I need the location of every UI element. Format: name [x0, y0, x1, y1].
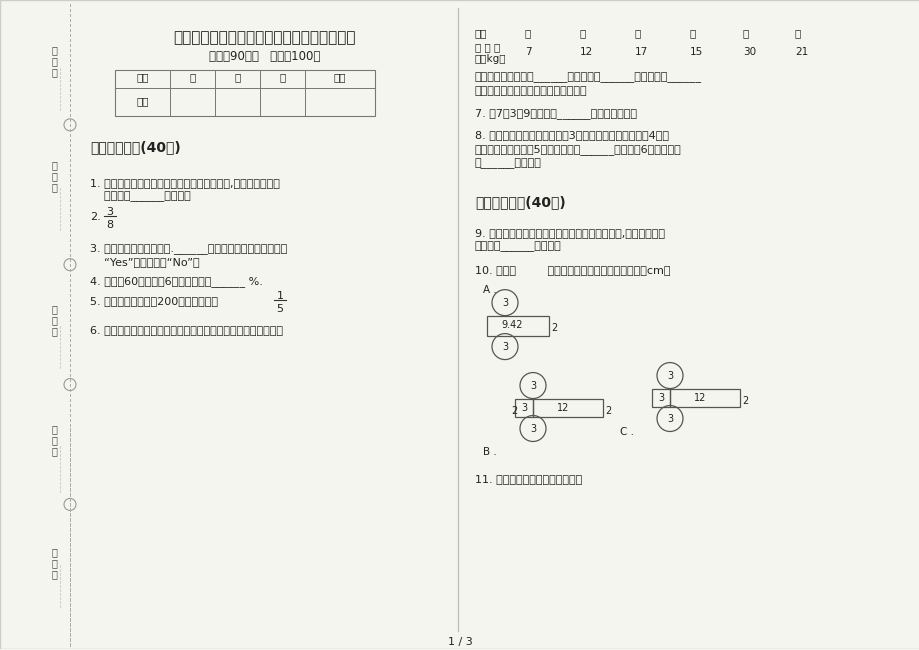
Text: 三: 三 [279, 72, 285, 82]
Bar [532, 398, 602, 417]
Text: 7. 用7，3，9可以摧出______个不同的三位数: 7. 用7，3，9可以摧出______个不同的三位数 [474, 108, 636, 119]
Text: 年级: 年级 [474, 28, 487, 38]
Text: 3: 3 [502, 298, 507, 307]
Text: 12: 12 [556, 402, 569, 413]
Text: 8: 8 [107, 220, 113, 229]
Text: 5: 5 [277, 304, 283, 314]
Text: 9.42: 9.42 [501, 320, 522, 330]
Circle shape [64, 119, 76, 131]
Text: 号: 号 [51, 56, 57, 66]
Text: 30: 30 [743, 47, 755, 57]
Text: 班: 班 [51, 424, 57, 434]
Text: 4. 某班有60人，缺席6人，出勤率是______ %.: 4. 某班有60人，缺席6人，出勤率是______ %. [90, 276, 263, 287]
Text: 四: 四 [689, 28, 696, 38]
Text: 3: 3 [657, 393, 664, 402]
Text: A .: A . [482, 285, 496, 294]
Text: ：: ： [51, 67, 57, 77]
Text: 7: 7 [525, 47, 531, 57]
Bar [669, 389, 739, 406]
Text: 11. 小刈和小强赛跑情况如下图。: 11. 小刈和小强赛跑情况如下图。 [474, 474, 582, 484]
Text: 三: 三 [634, 28, 641, 38]
Text: 可以连成六条线段，5个点可以连成______条线段，6个点可以连: 可以连成六条线段，5个点可以连成______条线段，6个点可以连 [474, 144, 681, 155]
Text: 一: 一 [189, 72, 196, 82]
Text: 2: 2 [550, 322, 557, 333]
Text: 1. 从直线外一点到这条直线可以画无数条线段,其中最短的是和: 1. 从直线外一点到这条直线可以画无数条线段,其中最短的是和 [90, 178, 279, 188]
Text: 6. 某小学全体同学参加公益劳动，各年级捡白色垃圾情况如下表: 6. 某小学全体同学参加公益劳动，各年级捡白色垃圾情况如下表 [90, 324, 283, 335]
Text: 这组数据的平均数是______，中位数是______，我认为用______: 这组数据的平均数是______，中位数是______，我认为用______ [474, 72, 701, 83]
Text: 一: 一 [525, 28, 530, 38]
Text: 这条直线______的线段。: 这条直线______的线段。 [90, 192, 190, 203]
Text: 成______条线段。: 成______条线段。 [474, 158, 541, 168]
Text: 2: 2 [605, 406, 610, 415]
Text: 学: 学 [51, 547, 57, 557]
Text: 级: 级 [51, 436, 57, 445]
Text: 3: 3 [520, 402, 527, 413]
Text: 一、基础练习(40分): 一、基础练习(40分) [90, 140, 180, 154]
Text: 3: 3 [666, 370, 673, 380]
Text: B .: B . [482, 447, 496, 458]
Text: 21: 21 [794, 47, 808, 57]
Text: 二、综合练习(40分): 二、综合练习(40分) [474, 195, 565, 209]
Text: 气温制成______统计图。: 气温制成______统计图。 [474, 242, 562, 252]
Text: 五: 五 [743, 28, 748, 38]
Text: 3: 3 [666, 413, 673, 424]
Text: 15: 15 [689, 47, 702, 57]
Text: ：: ： [51, 447, 57, 456]
Text: 校: 校 [51, 558, 57, 568]
Bar [115, 70, 375, 116]
Text: 名: 名 [51, 316, 57, 326]
Text: 考: 考 [51, 45, 57, 55]
Text: 垃 圾 重: 垃 圾 重 [474, 42, 500, 52]
Text: 1: 1 [277, 291, 283, 301]
Text: 5. 妈妈买一件上衣花200元，比裤子贵: 5. 妈妈买一件上衣花200元，比裤子贵 [90, 296, 218, 306]
Text: 17: 17 [634, 47, 648, 57]
Text: 2: 2 [510, 406, 516, 415]
Circle shape [64, 499, 76, 510]
Text: 题号: 题号 [136, 72, 149, 82]
Text: 3: 3 [529, 424, 536, 434]
Text: “Yes”，不成的写“No”）: “Yes”，不成的写“No”） [90, 257, 199, 266]
Text: 量（kg）: 量（kg） [474, 54, 506, 64]
Text: 8. 两个点可以连成一条线段，3个点可以连成三条线段，4个点: 8. 两个点可以连成一条线段，3个点可以连成三条线段，4个点 [474, 130, 668, 140]
Circle shape [64, 378, 76, 391]
Text: ：: ： [51, 569, 57, 579]
Bar [515, 398, 532, 417]
Text: 考: 考 [51, 160, 57, 170]
Text: 3. 路程一定，速度与时间.______。（成正比例的在括号里写: 3. 路程一定，速度与时间.______。（成正比例的在括号里写 [90, 242, 287, 254]
Text: 3: 3 [107, 207, 113, 216]
Bar [486, 316, 549, 335]
Text: 二: 二 [579, 28, 585, 38]
Text: 2: 2 [742, 396, 747, 406]
Bar [652, 389, 669, 406]
Text: ：: ： [51, 326, 57, 337]
Text: 二: 二 [234, 72, 241, 82]
Text: C .: C . [619, 428, 633, 437]
Text: 3: 3 [529, 380, 536, 391]
Text: 3: 3 [502, 342, 507, 352]
Text: 9. 为了表示某地区一年内月平均气温变化的情况,可以把月平均: 9. 为了表示某地区一年内月平均气温变化的情况,可以把月平均 [474, 227, 664, 238]
Text: 12: 12 [693, 393, 706, 402]
Text: 2.: 2. [90, 212, 101, 222]
Text: 时间：90分钟   清分：100分: 时间：90分钟 清分：100分 [210, 50, 321, 63]
Text: 1 / 3: 1 / 3 [448, 637, 471, 647]
Text: 场: 场 [51, 171, 57, 181]
Circle shape [64, 259, 76, 270]
Text: 姓: 姓 [51, 305, 57, 315]
Text: 得分: 得分 [136, 96, 149, 106]
Text: 12: 12 [579, 47, 593, 57]
Text: 10. 下面（         ）图形是圆柱的展开图。（单位：cm）: 10. 下面（ ）图形是圆柱的展开图。（单位：cm） [474, 265, 670, 275]
Text: 新人教版六年级过关综合下学期数学期末试卷: 新人教版六年级过关综合下学期数学期末试卷 [174, 30, 356, 45]
Text: 数来表示这组数据的一般水平更合适。: 数来表示这组数据的一般水平更合适。 [474, 86, 587, 96]
Text: 总分: 总分 [334, 72, 346, 82]
Text: ：: ： [51, 182, 57, 192]
Text: 六: 六 [794, 28, 800, 38]
